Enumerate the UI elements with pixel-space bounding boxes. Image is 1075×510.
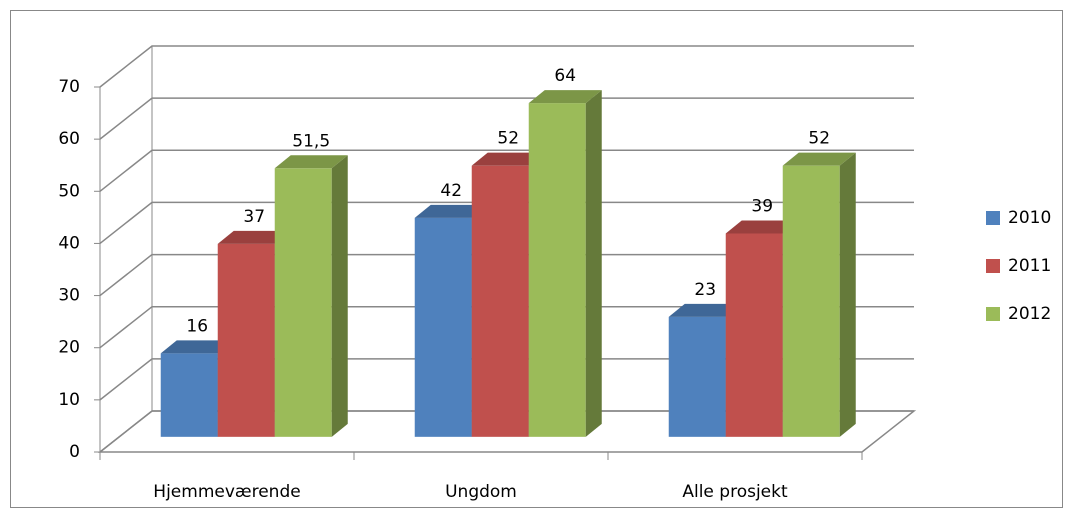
x-tick-label: Hjemmeværende	[153, 482, 300, 502]
data-label: 42	[440, 181, 462, 201]
bar-top	[160, 340, 234, 354]
y-tick-label: 10	[58, 390, 80, 410]
data-label: 16	[186, 316, 208, 336]
bar-top	[725, 220, 799, 234]
bar-front	[668, 316, 726, 437]
bar-front	[725, 233, 783, 437]
bar-front	[160, 353, 218, 437]
bar-top	[471, 152, 545, 166]
bar-front	[217, 243, 275, 437]
x-tick-label: Ungdom	[445, 482, 517, 502]
data-label: 52	[808, 129, 830, 149]
y-tick-label: 70	[58, 77, 80, 97]
bar-front	[414, 217, 472, 437]
y-tick-label: 50	[58, 181, 80, 201]
bar-top	[528, 90, 602, 104]
legend-swatch	[986, 307, 1000, 321]
bar-side	[585, 90, 602, 437]
data-label: 39	[751, 196, 773, 216]
legend-label: 2010	[1008, 208, 1051, 228]
bar-side	[839, 152, 856, 437]
bar-top	[274, 155, 348, 169]
data-label: 37	[243, 207, 265, 227]
bar-front	[782, 165, 840, 437]
y-tick-label: 60	[58, 129, 80, 149]
bar-top	[668, 303, 742, 317]
y-tick-label: 30	[58, 286, 80, 306]
legend-swatch	[986, 259, 1000, 273]
y-tick-label: 0	[69, 442, 80, 462]
data-label: 23	[694, 280, 716, 300]
bar-top	[782, 152, 856, 166]
bar-side	[331, 155, 348, 437]
data-label: 51,5	[292, 131, 330, 151]
y-tick-label: 20	[58, 338, 80, 358]
legend-label: 2012	[1008, 304, 1051, 324]
x-tick-label: Alle prosjekt	[682, 482, 788, 502]
bar-front	[274, 168, 332, 437]
legend-label: 2011	[1008, 256, 1051, 276]
bar-top	[217, 230, 291, 244]
legend-swatch	[986, 211, 1000, 225]
y-tick-label: 40	[58, 233, 80, 253]
bar-front	[471, 165, 529, 437]
data-label: 52	[497, 129, 519, 149]
data-label: 64	[554, 66, 576, 86]
bar-top	[414, 204, 488, 218]
bar-front	[528, 103, 586, 437]
